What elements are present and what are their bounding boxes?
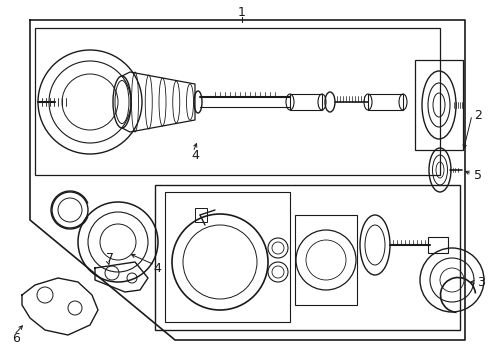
Text: 5: 5 <box>473 168 481 181</box>
Text: 2: 2 <box>473 108 481 122</box>
Bar <box>367 94 402 110</box>
Text: 4: 4 <box>191 149 199 162</box>
Bar <box>427 237 447 253</box>
Bar <box>414 60 462 150</box>
Bar <box>195 208 206 222</box>
Text: 4: 4 <box>153 261 161 274</box>
Bar <box>294 215 356 305</box>
Text: 3: 3 <box>476 275 484 288</box>
Text: 7: 7 <box>106 252 114 265</box>
Text: 1: 1 <box>238 5 245 18</box>
Bar <box>155 185 459 330</box>
Bar <box>289 94 321 110</box>
Text: 6: 6 <box>12 332 20 345</box>
Bar <box>164 192 289 322</box>
Bar <box>35 28 439 175</box>
